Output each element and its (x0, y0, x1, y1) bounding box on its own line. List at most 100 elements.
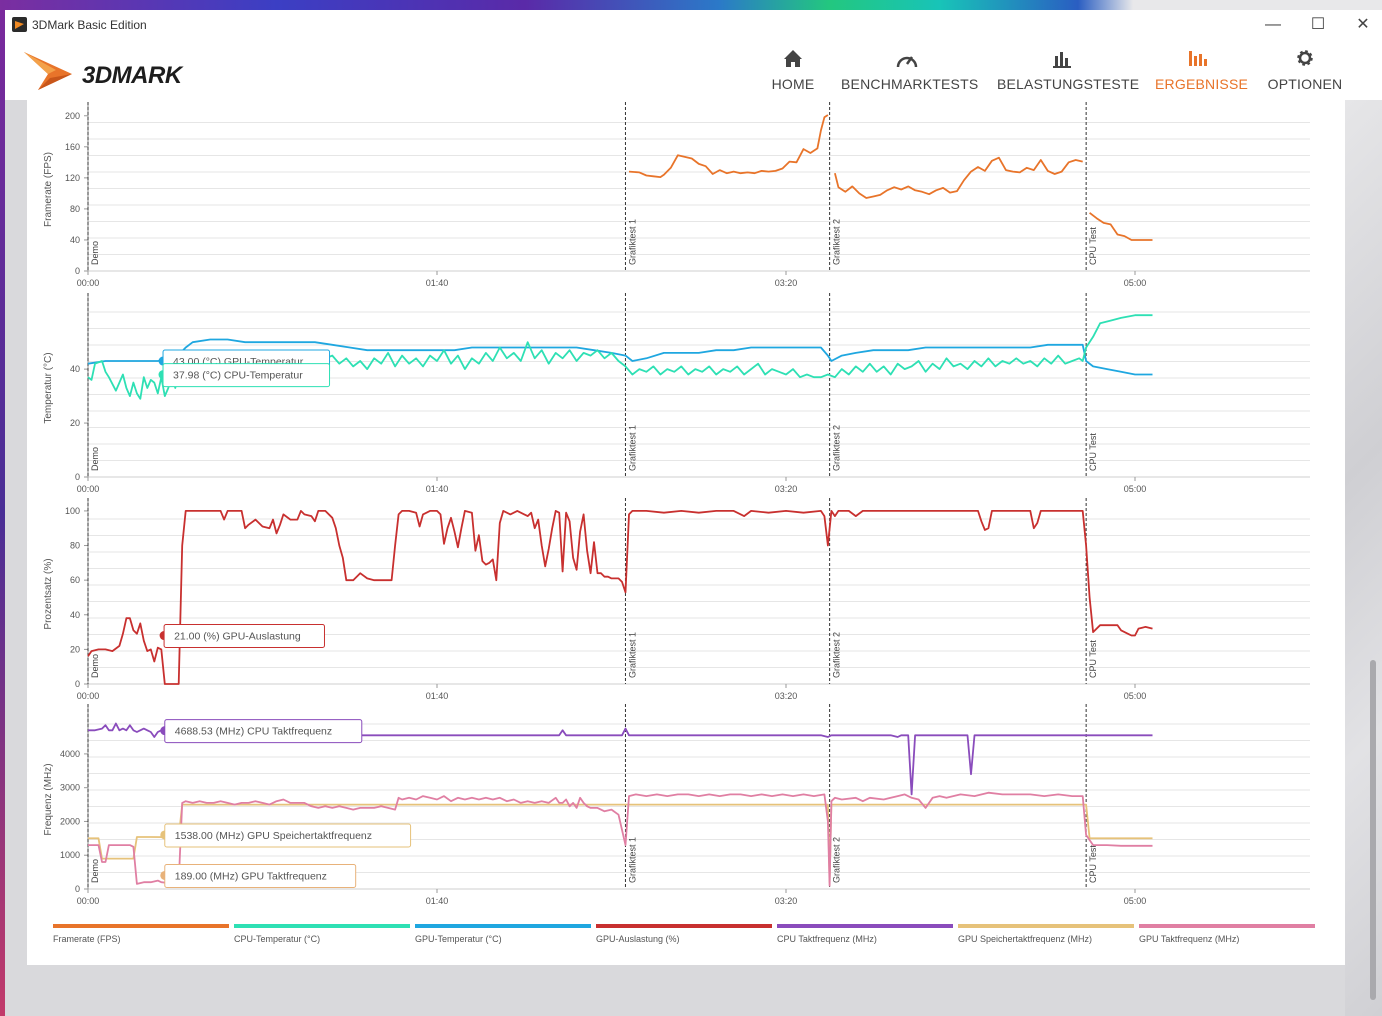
close-button[interactable]: ✕ (1356, 16, 1370, 33)
series-line (1089, 212, 1153, 241)
y-tick-label: 4000 (60, 749, 80, 759)
logo-text: 3DMARK (82, 62, 182, 89)
y-axis-label: Frequenz (MHz) (43, 763, 54, 835)
y-axis-label: Prozentsatz (%) (43, 558, 54, 629)
y-tick-label: 0 (75, 679, 80, 689)
y-tick-label: 200 (65, 111, 80, 121)
y-axis-label: Framerate (FPS) (43, 152, 54, 227)
phase-marker-label: Grafiktest 2 (832, 425, 842, 471)
x-tick-label: 05:00 (1124, 896, 1147, 906)
nav-optionen-label: OPTIONEN (1267, 76, 1343, 92)
y-tick-label: 40 (70, 364, 80, 374)
x-tick-label: 01:40 (426, 691, 449, 701)
legend-swatch (1139, 924, 1315, 928)
y-tick-label: 40 (70, 610, 80, 620)
tooltip-box (164, 719, 363, 744)
legend-swatch (53, 924, 229, 928)
x-tick-label: 05:00 (1124, 484, 1147, 494)
nav-belastungsteste-label: BELASTUNGSTESTE (997, 76, 1140, 92)
series-line (628, 114, 829, 178)
nav-home[interactable]: HOME (765, 40, 821, 100)
legend-label: GPU Taktfrequenz (MHz) (1139, 934, 1239, 944)
legend-label: GPU-Auslastung (%) (596, 934, 680, 944)
tooltip-box (163, 624, 325, 649)
phase-marker-label: Grafiktest 1 (627, 632, 637, 678)
x-tick-label: 03:20 (775, 691, 798, 701)
y-tick-label: 0 (75, 472, 80, 482)
chart-3: 0 20 40 60 80 100 00:00 01:40 03:20 05:00 Prozents… (43, 498, 1310, 701)
nav-optionen[interactable]: OPTIONEN (1265, 40, 1345, 100)
bar-chart-icon (1053, 52, 1071, 68)
y-tick-label: 1000 (60, 850, 80, 860)
x-tick-label: 03:20 (775, 484, 798, 494)
title-bar: 3DMark Basic Edition — ☐ ✕ (5, 10, 1382, 40)
gear-icon (1297, 50, 1313, 66)
nav-benchmarktests[interactable]: BENCHMARKTESTS (841, 40, 978, 100)
gauge-icon (896, 56, 918, 68)
legend-swatch (958, 924, 1134, 928)
tooltip-label: 1538.00 (MHz) GPU Speichertaktfrequenz (175, 830, 372, 842)
x-tick-label: 03:20 (775, 278, 798, 288)
phase-marker-label: Grafiktest 2 (832, 837, 842, 883)
phase-marker-label: Demo (90, 241, 100, 265)
window-title: 3DMark Basic Edition (32, 18, 147, 32)
y-tick-label: 2000 (60, 816, 80, 826)
y-tick-label: 120 (65, 173, 80, 183)
legend-label: CPU-Temperatur (°C) (234, 934, 320, 944)
chart-4: 0 1000 2000 3000 4000 00:00 01:40 03:20 05:00 Fre… (43, 704, 1310, 906)
legend-label: GPU Speichertaktfrequenz (MHz) (958, 934, 1092, 944)
tooltip-label: 4688.53 (MHz) CPU Taktfrequenz (175, 726, 332, 738)
tooltip-box (162, 363, 331, 388)
phase-marker-label: Grafiktest 1 (627, 837, 637, 883)
phase-marker-label: Demo (90, 447, 100, 471)
logo[interactable]: 3DMARK (20, 46, 220, 92)
tooltip-box (164, 823, 412, 848)
legend-swatch (415, 924, 591, 928)
series-line (88, 803, 1153, 884)
nav-ergebnisse[interactable]: ERGEBNISSE (1155, 40, 1248, 100)
phase-marker-label: Grafiktest 2 (832, 219, 842, 265)
tooltip-label: 189.00 (MHz) GPU Taktfrequenz (175, 870, 327, 882)
maximize-button[interactable]: ☐ (1310, 16, 1326, 33)
phase-marker-label: CPU Test (1088, 845, 1098, 883)
y-tick-label: 40 (70, 235, 80, 245)
phase-marker-label: CPU Test (1088, 433, 1098, 471)
x-tick-label: 01:40 (426, 278, 449, 288)
phase-marker-label: Grafiktest 1 (627, 219, 637, 265)
scroll-area-background (1345, 100, 1382, 1016)
series-line (88, 791, 1153, 887)
series-line (834, 156, 1083, 199)
legend-label: Framerate (FPS) (53, 934, 121, 944)
results-icon (1189, 51, 1207, 66)
logo-icon (24, 52, 72, 90)
desktop-edge (0, 10, 5, 1016)
minimize-button[interactable]: — (1265, 16, 1281, 33)
legend-swatch (234, 924, 410, 928)
x-tick-label: 00:00 (77, 278, 100, 288)
chart-legend: Framerate (FPS) CPU-Temperatur (°C) GPU-Te… (53, 924, 1315, 944)
home-icon (784, 50, 802, 67)
y-tick-label: 80 (70, 541, 80, 551)
phase-marker-label: Grafiktest 1 (627, 425, 637, 471)
app-header: 3DMARK HOME BENCHMARKTESTS BELASTUNGSTES… (5, 40, 1382, 100)
tooltip-label: 37.98 (°C) CPU-Temperatur (173, 370, 303, 382)
y-tick-label: 0 (75, 884, 80, 894)
series-line (88, 722, 1153, 796)
series-line (87, 510, 1153, 685)
legend-label: GPU-Temperatur (°C) (415, 934, 502, 944)
y-tick-label: 20 (70, 644, 80, 654)
desktop-background (0, 0, 1382, 10)
chart-1: 0 40 80 120 160 200 00:00 01:40 03:20 05:00 Framer… (43, 102, 1310, 288)
phase-marker-label: Grafiktest 2 (832, 632, 842, 678)
x-tick-label: 05:00 (1124, 278, 1147, 288)
nav-home-label: HOME (771, 76, 815, 92)
y-tick-label: 3000 (60, 783, 80, 793)
scrollbar-thumb[interactable] (1370, 660, 1376, 1000)
y-axis-label: Temperatur (°C) (43, 352, 54, 423)
x-tick-label: 05:00 (1124, 691, 1147, 701)
nav-belastungsteste[interactable]: BELASTUNGSTESTE (997, 40, 1140, 100)
tooltip-box (164, 863, 357, 888)
results-panel: 0 40 80 120 160 200 00:00 01:40 03:20 05:00 Framer… (27, 100, 1345, 965)
legend-swatch (596, 924, 772, 928)
